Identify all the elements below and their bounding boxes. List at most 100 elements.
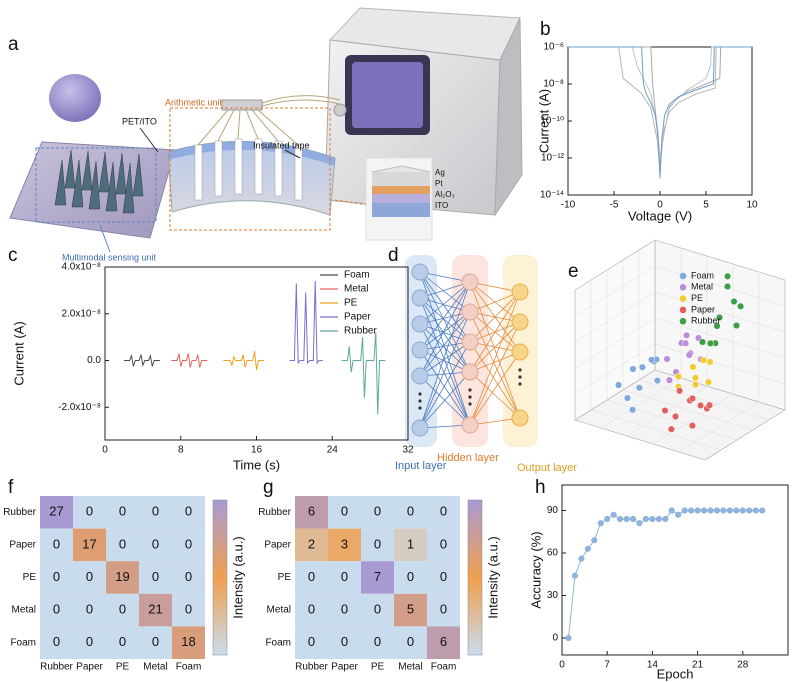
cell xyxy=(106,496,139,529)
point xyxy=(614,381,623,389)
cell xyxy=(328,496,361,529)
x-tick-label: 7 xyxy=(604,660,610,671)
point xyxy=(723,282,732,291)
leader xyxy=(139,127,159,153)
cell xyxy=(427,626,460,659)
point xyxy=(648,356,656,364)
layer-al2o3 xyxy=(372,194,430,203)
point xyxy=(691,380,700,389)
connection xyxy=(419,297,471,343)
point xyxy=(667,425,675,433)
point xyxy=(705,401,714,409)
colorbar-label: Intensity (a.u.) xyxy=(485,536,500,618)
x-axis-label: Epoch xyxy=(657,666,694,681)
point xyxy=(705,378,713,386)
panel-letters: a b c d e f g h xyxy=(8,19,579,498)
cell xyxy=(40,528,73,562)
cell-label: 0 xyxy=(407,504,414,519)
node xyxy=(511,409,529,427)
x-tick-label: 21 xyxy=(692,660,704,671)
node xyxy=(461,303,479,321)
cell xyxy=(427,496,460,529)
col-label: PE xyxy=(116,662,130,673)
y-tick-label: 10⁻¹⁴ xyxy=(540,190,564,201)
machine-side xyxy=(494,17,523,217)
colorbar xyxy=(467,499,483,656)
cell-label: 0 xyxy=(374,602,381,617)
connection xyxy=(419,371,471,429)
marker xyxy=(584,545,591,552)
cell-label: 0 xyxy=(407,634,414,649)
marker xyxy=(694,507,701,514)
cell xyxy=(172,528,205,562)
cell-label: 5 xyxy=(407,602,414,617)
network: Input layer Hidden layer Output layer xyxy=(395,255,577,474)
connection xyxy=(419,281,471,429)
node xyxy=(511,313,529,331)
legend-label: Metal xyxy=(691,282,713,292)
col-label: Metal xyxy=(398,662,422,673)
dot xyxy=(468,395,472,399)
cell-label: 0 xyxy=(152,536,159,551)
cell-label: 21 xyxy=(148,602,162,617)
point xyxy=(663,355,671,363)
legend-label: Metal xyxy=(344,284,368,295)
cell-label: 17 xyxy=(82,536,96,551)
leader xyxy=(334,199,369,206)
connection xyxy=(469,281,521,419)
cell-label: 0 xyxy=(374,634,381,649)
row-label: Paper xyxy=(9,540,36,551)
node xyxy=(411,419,429,437)
panel-letter: d xyxy=(388,245,399,266)
leader xyxy=(99,224,111,253)
cell xyxy=(394,593,427,627)
point xyxy=(665,376,673,384)
grid-line xyxy=(574,343,786,395)
panel-letter: f xyxy=(8,477,14,498)
schematic xyxy=(9,7,523,253)
connection xyxy=(419,311,471,325)
cell xyxy=(139,593,172,627)
arithmetic-box xyxy=(169,107,331,231)
connection xyxy=(419,297,471,313)
cell xyxy=(361,593,394,627)
dot xyxy=(418,399,422,403)
cell-label: 0 xyxy=(374,504,381,519)
legend-label: Paper xyxy=(691,304,715,314)
marker xyxy=(759,507,766,514)
point xyxy=(698,338,707,346)
point xyxy=(635,384,643,392)
connection xyxy=(419,311,471,377)
y-tick-label: 30 xyxy=(547,590,559,601)
legend-swatch xyxy=(679,317,687,325)
y-axis-label: Current (A) xyxy=(536,89,551,153)
point xyxy=(697,401,705,409)
point xyxy=(689,363,697,371)
cell xyxy=(40,593,73,627)
y-tick-label: 10⁻⁸ xyxy=(543,79,564,90)
dot xyxy=(518,382,522,386)
cell-label: 0 xyxy=(440,504,447,519)
cell-label: 7 xyxy=(374,569,381,584)
marker xyxy=(681,507,688,514)
marker xyxy=(752,507,759,514)
marker xyxy=(662,516,669,523)
cell-label: 2 xyxy=(308,536,315,551)
cell xyxy=(394,496,427,529)
col-label: Foam xyxy=(176,662,202,673)
label: ITO xyxy=(435,201,448,210)
cell xyxy=(139,561,172,594)
cell xyxy=(172,593,205,627)
point xyxy=(629,365,637,373)
grid-line xyxy=(574,265,786,317)
marker xyxy=(623,516,630,523)
cell xyxy=(295,626,328,659)
cell-label: 0 xyxy=(308,569,315,584)
x-tick-label: -10 xyxy=(561,200,576,211)
x-axis-label: Time (s) xyxy=(233,457,280,472)
connection xyxy=(419,311,471,429)
point xyxy=(737,302,745,310)
cell xyxy=(73,496,106,529)
node xyxy=(511,283,529,301)
marker xyxy=(688,507,695,514)
